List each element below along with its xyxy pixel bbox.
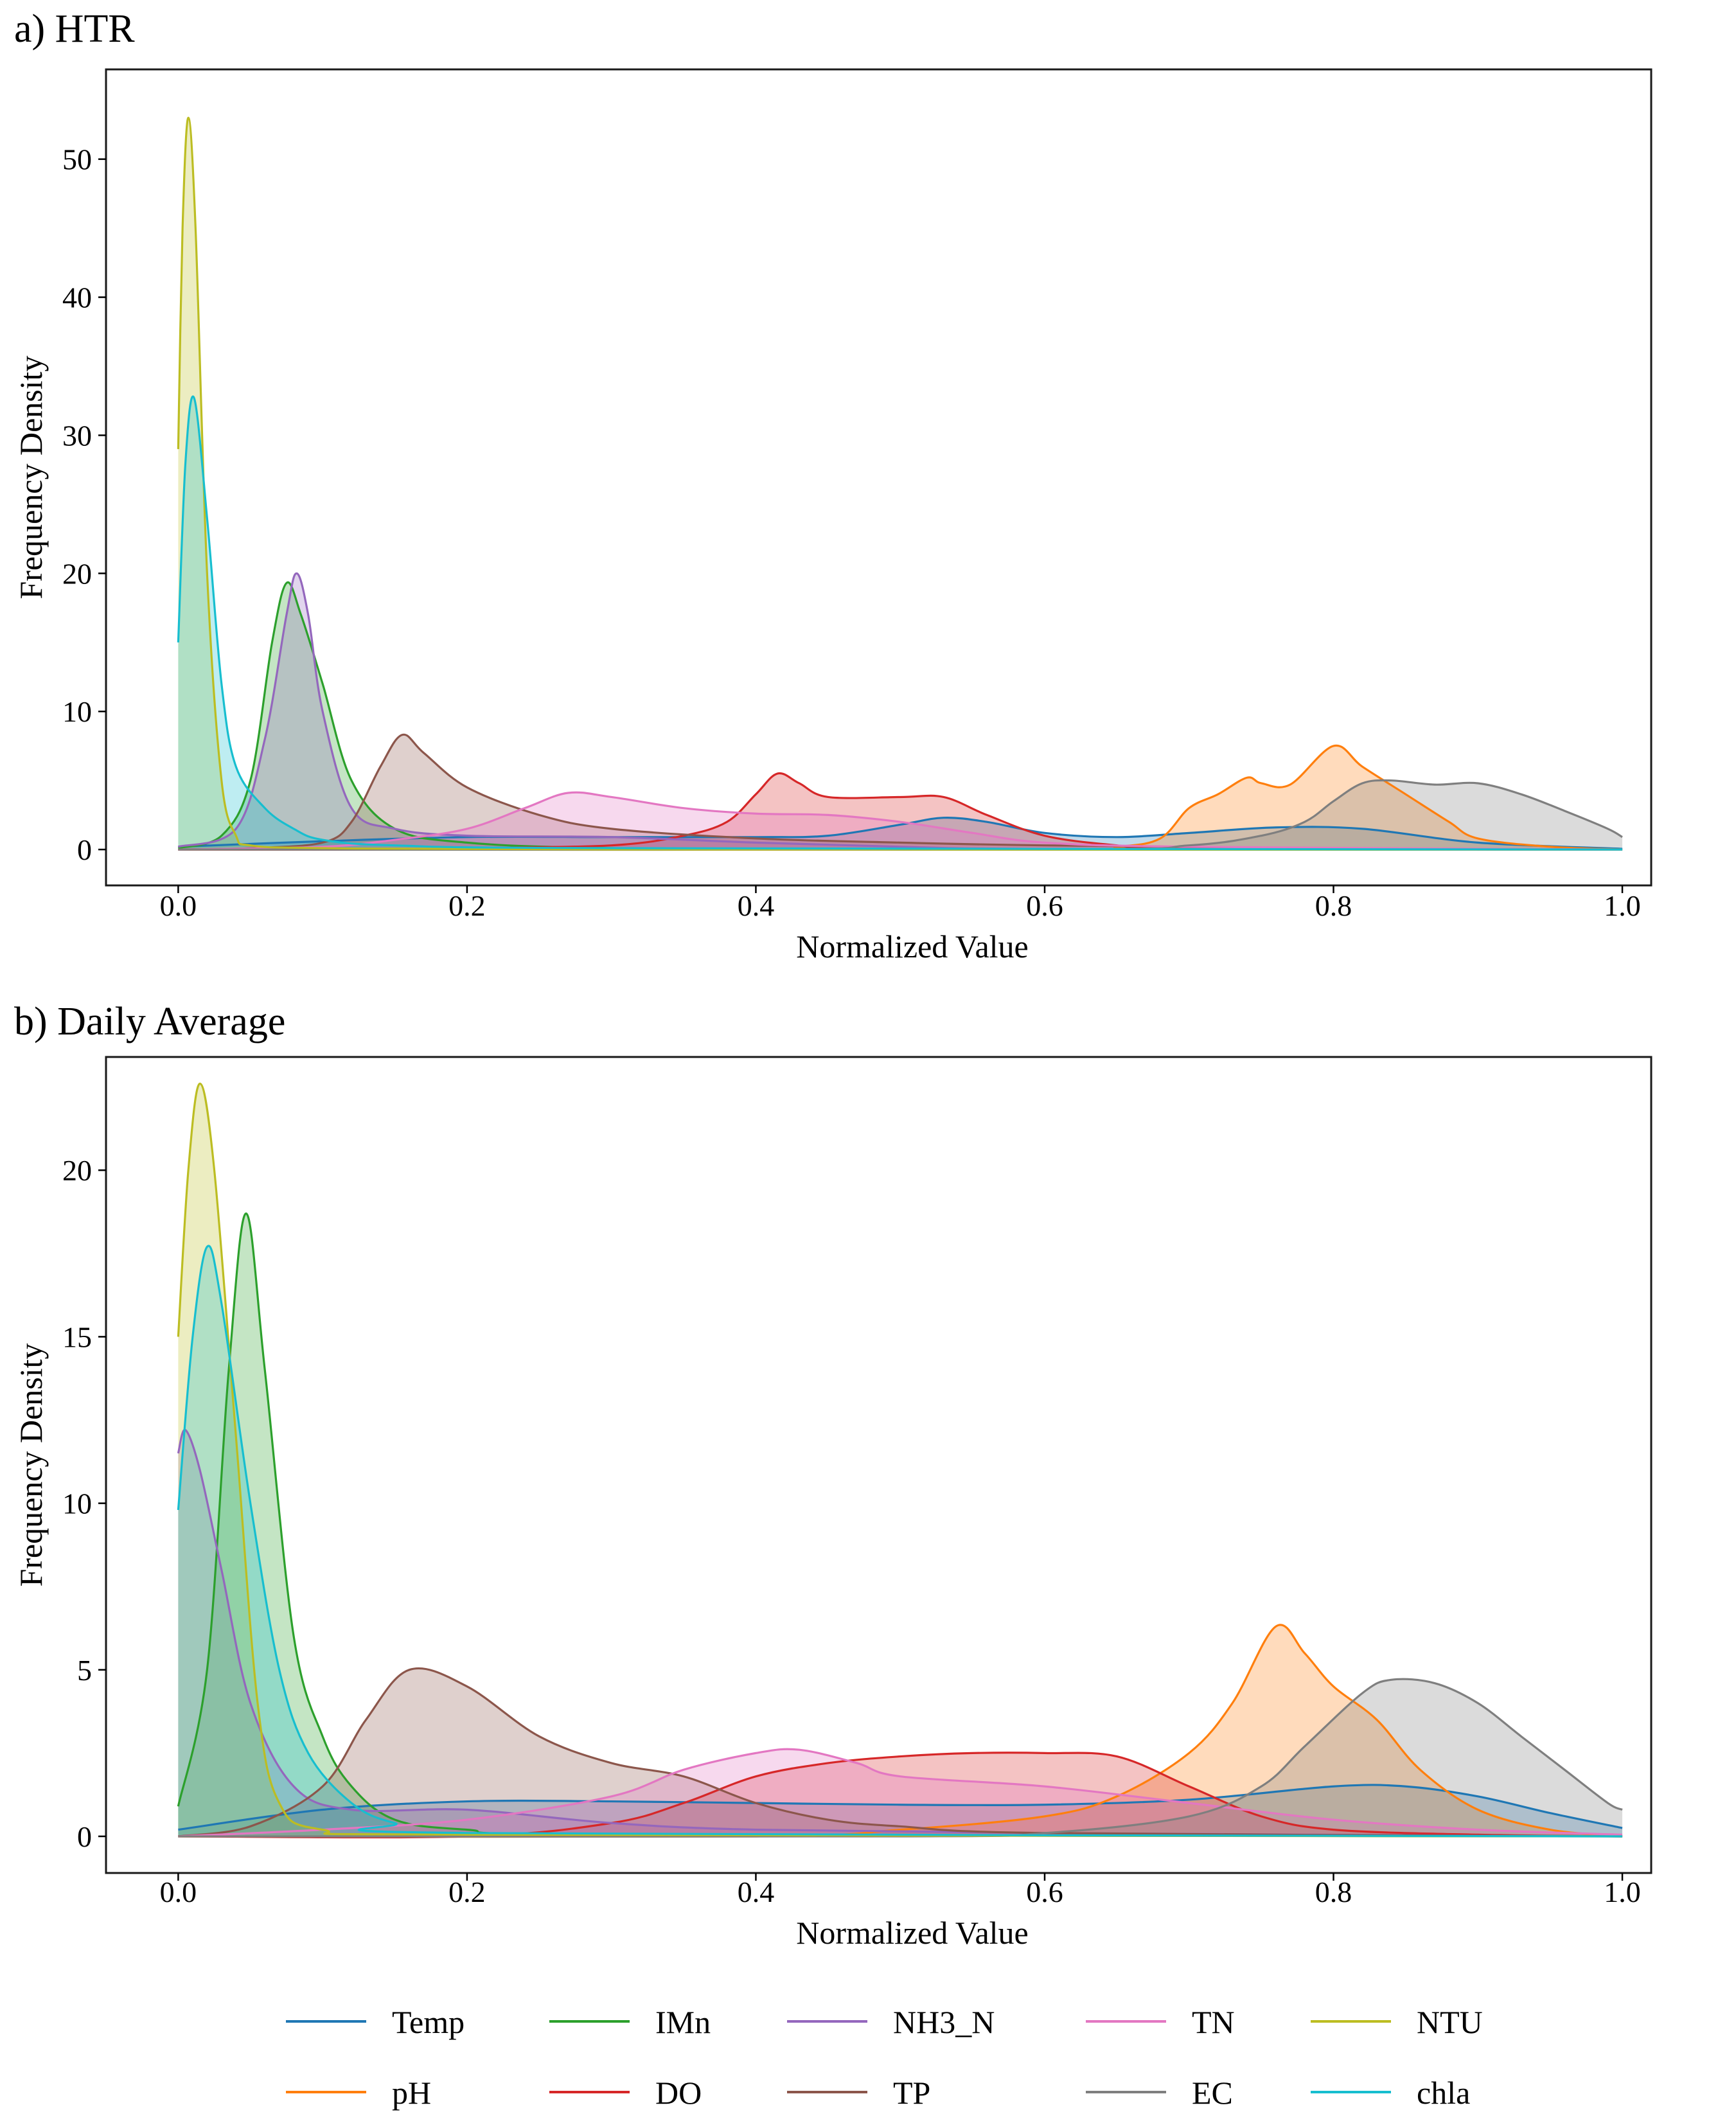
legend-item-tp: TP bbox=[787, 2075, 930, 2111]
series-area-ec bbox=[178, 1679, 1623, 1837]
x-tick-label: 0.8 bbox=[1315, 889, 1352, 922]
series-area-ph bbox=[178, 745, 1623, 850]
x-axis-label: Normalized Value bbox=[796, 1915, 1028, 1951]
legend-label: Temp bbox=[392, 2004, 465, 2040]
x-tick-label: 0.4 bbox=[738, 1876, 775, 1908]
x-tick-label: 0.0 bbox=[160, 1876, 197, 1908]
chart-title: b) Daily Average bbox=[14, 1000, 285, 1043]
x-tick-label: 0.6 bbox=[1026, 889, 1063, 922]
y-tick-label: 10 bbox=[62, 695, 92, 728]
x-tick-label: 0.6 bbox=[1026, 1876, 1063, 1908]
series-area-temp bbox=[178, 817, 1623, 850]
series-lines bbox=[177, 116, 1623, 851]
legend: Temp IMn NH3_N TN NTU pH DO TP EC chla bbox=[286, 2004, 1483, 2111]
legend-label: NTU bbox=[1417, 2004, 1483, 2040]
y-tick-label: 40 bbox=[62, 281, 92, 314]
legend-item-imn: IMn bbox=[549, 2004, 711, 2040]
series-area-chla bbox=[178, 1246, 1623, 1836]
y-axis-label: Frequency Density bbox=[13, 1343, 49, 1586]
legend-item-tn: TN bbox=[1086, 2004, 1235, 2040]
y-tick-label: 0 bbox=[77, 833, 92, 866]
x-tick-label: 0.8 bbox=[1315, 1876, 1352, 1908]
series-line-ntu bbox=[177, 116, 1623, 851]
series-line-chla bbox=[177, 395, 1623, 851]
y-axis-label: Frequency Density bbox=[13, 355, 49, 599]
legend-label: TN bbox=[1192, 2004, 1235, 2040]
series-line-ntu bbox=[177, 1082, 1623, 1838]
legend-item-temp: Temp bbox=[286, 2004, 465, 2040]
plot-frame bbox=[105, 1056, 1652, 1874]
x-tick-label: 1.0 bbox=[1604, 1876, 1641, 1908]
legend-item-do: DO bbox=[549, 2075, 702, 2111]
x-axis-label: Normalized Value bbox=[796, 928, 1028, 964]
series-area-tp bbox=[178, 1668, 1623, 1836]
y-tick-label: 20 bbox=[62, 1154, 92, 1187]
series-lines bbox=[177, 1082, 1623, 1839]
y-tick-label: 0 bbox=[77, 1820, 92, 1853]
legend-label: DO bbox=[655, 2075, 702, 2111]
legend-label: TP bbox=[893, 2075, 930, 2111]
x-tick-label: 0.4 bbox=[738, 889, 775, 922]
series-area-temp bbox=[178, 1784, 1623, 1836]
series-area-do bbox=[178, 773, 1623, 850]
series-area-tn bbox=[178, 1749, 1623, 1836]
plot-frame bbox=[105, 68, 1652, 887]
legend-label: chla bbox=[1417, 2075, 1470, 2111]
y-tick-label: 15 bbox=[62, 1320, 92, 1353]
series-line-chla bbox=[177, 1245, 1623, 1838]
x-tick-label: 0.2 bbox=[448, 1876, 486, 1908]
series-fills bbox=[178, 1083, 1623, 1838]
y-tick-label: 10 bbox=[62, 1487, 92, 1520]
y-tick-label: 50 bbox=[62, 143, 92, 176]
legend-item-nh3-n: NH3_N bbox=[787, 2004, 995, 2040]
legend-label: EC bbox=[1192, 2075, 1233, 2111]
legend-item-ec: EC bbox=[1086, 2075, 1233, 2111]
legend-label: pH bbox=[392, 2075, 431, 2111]
x-tick-label: 0.2 bbox=[448, 889, 486, 922]
legend-label: NH3_N bbox=[893, 2004, 995, 2040]
series-area-nh3-n bbox=[178, 573, 1623, 850]
chart-panel-b: b) Daily Average 0.0 0.2 0.4 0.6 0.8 1.0 0 5 10 15… bbox=[13, 1000, 1652, 1951]
y-tick-label: 5 bbox=[77, 1654, 92, 1687]
x-tick-label: 0.0 bbox=[160, 889, 197, 922]
series-line-do bbox=[178, 1752, 1623, 1839]
y-tick-label: 30 bbox=[62, 419, 92, 452]
series-line-tn bbox=[178, 1748, 1623, 1838]
chart-panel-a: a) HTR 0.0 0.2 0.4 0.6 0.8 1.0 0 10 20 30 40 50 Norma… bbox=[13, 7, 1652, 964]
x-tick-label: 1.0 bbox=[1604, 889, 1641, 922]
series-line-tn bbox=[178, 791, 1623, 851]
legend-item-ntu: NTU bbox=[1311, 2004, 1483, 2040]
y-tick-label: 20 bbox=[62, 557, 92, 590]
legend-label: IMn bbox=[655, 2004, 711, 2040]
legend-item-chla: chla bbox=[1311, 2075, 1470, 2111]
series-area-tn bbox=[178, 792, 1623, 850]
chart-title: a) HTR bbox=[14, 7, 135, 51]
series-area-ph bbox=[178, 1624, 1623, 1837]
series-area-do bbox=[178, 1752, 1623, 1838]
series-area-tp bbox=[178, 734, 1623, 850]
legend-item-ph: pH bbox=[286, 2075, 431, 2111]
series-area-imn bbox=[178, 582, 1623, 850]
